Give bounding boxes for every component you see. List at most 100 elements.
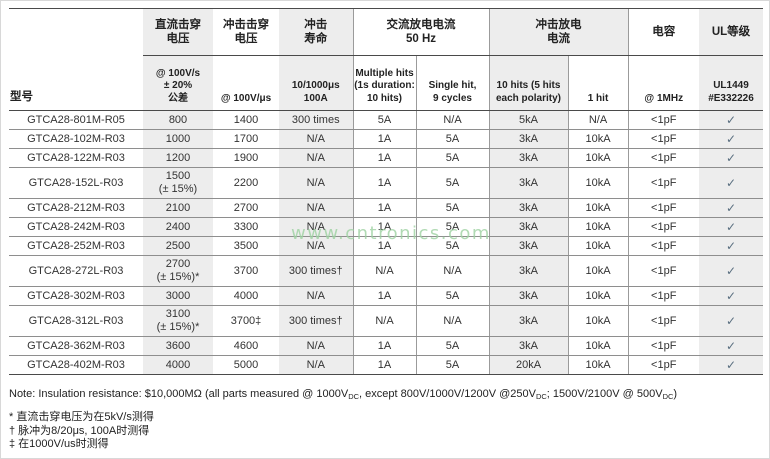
cell-model: GTCA28-402M-R03 (9, 355, 143, 375)
table-row: GTCA28-252M-R03 2500 3500 N/A 1A 5A 3kA 10kA <1p… (9, 236, 763, 256)
table-row: GTCA28-302M-R03 3000 4000 N/A 1A 5A 3kA 10kA <1p… (9, 286, 763, 306)
cell-single: 5A (415, 129, 489, 149)
cell-hit1: N/A (567, 110, 628, 130)
footnotes: * 直流击穿电压为在5kV/s测得 † 脉冲为8/20μs, 100A时测得 ‡… (9, 411, 769, 452)
cell-cap: <1pF (627, 110, 699, 130)
col-subheader-dc-condition: @ 100V/s ± 20% 公差 (143, 55, 213, 111)
cell-ul: ✓ (699, 355, 763, 375)
spec-table-body: GTCA28-801M-R05 800 1400 300 times 5A N/A 5kA N… (9, 110, 763, 375)
cell-hits10: 20kA (488, 355, 568, 375)
cell-model: GTCA28-152L-R03 (9, 167, 143, 199)
cell-multi: 1A (352, 167, 416, 199)
cell-single: 5A (415, 167, 489, 199)
cell-hit1: 10kA (567, 198, 628, 218)
cell-ul: ✓ (699, 198, 763, 218)
cell-cap: <1pF (627, 355, 699, 375)
cell-single: 5A (415, 336, 489, 356)
col-group-impulse-life: 冲击 寿命 (279, 8, 353, 56)
cell-single: N/A (415, 110, 489, 130)
footnote-dagger: † 脉冲为8/20μs, 100A时测得 (9, 424, 150, 437)
cell-dc: 4000 (143, 355, 213, 375)
cell-hit1: 10kA (567, 255, 628, 287)
cell-hit1: 10kA (567, 148, 628, 168)
note-subscript-dc: DC (535, 392, 547, 401)
cell-life: N/A (279, 236, 353, 256)
cell-life: 300 times† (279, 255, 353, 287)
col-group-ac-discharge: 交流放电电流 50 Hz (352, 8, 489, 56)
cell-single: 5A (415, 236, 489, 256)
cell-model: GTCA28-801M-R05 (9, 110, 143, 130)
table-row: GTCA28-272L-R03 2700 (± 15%)* 3700 300 time… (9, 255, 763, 287)
cell-imp: 3700‡ (213, 305, 279, 337)
cell-single: 5A (415, 286, 489, 306)
cell-imp: 2200 (213, 167, 279, 199)
cell-ul: ✓ (699, 110, 763, 130)
cell-hits10: 3kA (488, 336, 568, 356)
cell-ul: ✓ (699, 255, 763, 287)
col-subheader-10-hits: 10 hits (5 hits each polarity) (488, 55, 568, 111)
cell-ul: ✓ (699, 148, 763, 168)
footnote-asterisk: * 直流击穿电压为在5kV/s测得 (9, 411, 154, 423)
cell-cap: <1pF (627, 255, 699, 287)
note-subscript-dc: DC (662, 392, 674, 401)
cell-single: N/A (415, 255, 489, 287)
col-subheader-impulse-condition: @ 100V/μs (213, 55, 279, 111)
cell-imp: 4600 (213, 336, 279, 356)
cell-hit1: 10kA (567, 217, 628, 237)
cell-ul: ✓ (699, 217, 763, 237)
col-subheader-ul-number: UL1449 #E332226 (699, 55, 763, 111)
cell-hit1: 10kA (567, 305, 628, 337)
cell-model: GTCA28-312L-R03 (9, 305, 143, 337)
cell-dc: 3600 (143, 336, 213, 356)
col-subheader-life-condition: 10/1000μs 100A (279, 55, 353, 111)
cell-hits10: 3kA (488, 217, 568, 237)
cell-model: GTCA28-212M-R03 (9, 198, 143, 218)
cell-hits10: 3kA (488, 198, 568, 218)
table-row: GTCA28-212M-R03 2100 2700 N/A 1A 5A 3kA 10kA <1p… (9, 198, 763, 218)
cell-multi: 1A (352, 286, 416, 306)
cell-imp: 3700 (213, 255, 279, 287)
group-header-row: 型号 直流击穿 电压 冲击击穿 电压 冲击 寿命 交流放电电流 50 Hz 冲击… (9, 8, 763, 111)
cell-model: GTCA28-242M-R03 (9, 217, 143, 237)
col-header-model: 型号 (9, 8, 143, 111)
cell-life: N/A (279, 198, 353, 218)
note-text: ; 1500V/2100V @ 500V (546, 388, 663, 400)
cell-cap: <1pF (627, 198, 699, 218)
cell-cap: <1pF (627, 217, 699, 237)
cell-hit1: 10kA (567, 336, 628, 356)
cell-multi: N/A (352, 305, 416, 337)
cell-multi: 1A (352, 129, 416, 149)
cell-multi: 1A (352, 198, 416, 218)
cell-hits10: 3kA (488, 255, 568, 287)
cell-single: 5A (415, 148, 489, 168)
table-row: GTCA28-152L-R03 1500 (± 15%) 2200 N/A 1A 5A 3k… (9, 167, 763, 199)
cell-imp: 1900 (213, 148, 279, 168)
cell-cap: <1pF (627, 129, 699, 149)
cell-life: N/A (279, 286, 353, 306)
cell-life: N/A (279, 336, 353, 356)
cell-cap: <1pF (627, 167, 699, 199)
cell-life: N/A (279, 129, 353, 149)
cell-cap: <1pF (627, 336, 699, 356)
cell-multi: 1A (352, 148, 416, 168)
cell-life: 300 times (279, 110, 353, 130)
cell-single: 5A (415, 217, 489, 237)
cell-single: 5A (415, 198, 489, 218)
cell-ul: ✓ (699, 286, 763, 306)
cell-imp: 2700 (213, 198, 279, 218)
cell-ul: ✓ (699, 336, 763, 356)
cell-multi: 5A (352, 110, 416, 130)
cell-hits10: 3kA (488, 129, 568, 149)
table-row: GTCA28-362M-R03 3600 4600 N/A 1A 5A 3kA 10kA <1p… (9, 336, 763, 356)
cell-ul: ✓ (699, 305, 763, 337)
cell-hits10: 3kA (488, 148, 568, 168)
spec-table: 型号 直流击穿 电压 冲击击穿 电压 冲击 寿命 交流放电电流 50 Hz 冲击… (9, 8, 763, 375)
cell-multi: 1A (352, 336, 416, 356)
cell-ul: ✓ (699, 129, 763, 149)
cell-hits10: 3kA (488, 236, 568, 256)
cell-imp: 3300 (213, 217, 279, 237)
cell-model: GTCA28-302M-R03 (9, 286, 143, 306)
cell-dc: 2100 (143, 198, 213, 218)
cell-hit1: 10kA (567, 286, 628, 306)
